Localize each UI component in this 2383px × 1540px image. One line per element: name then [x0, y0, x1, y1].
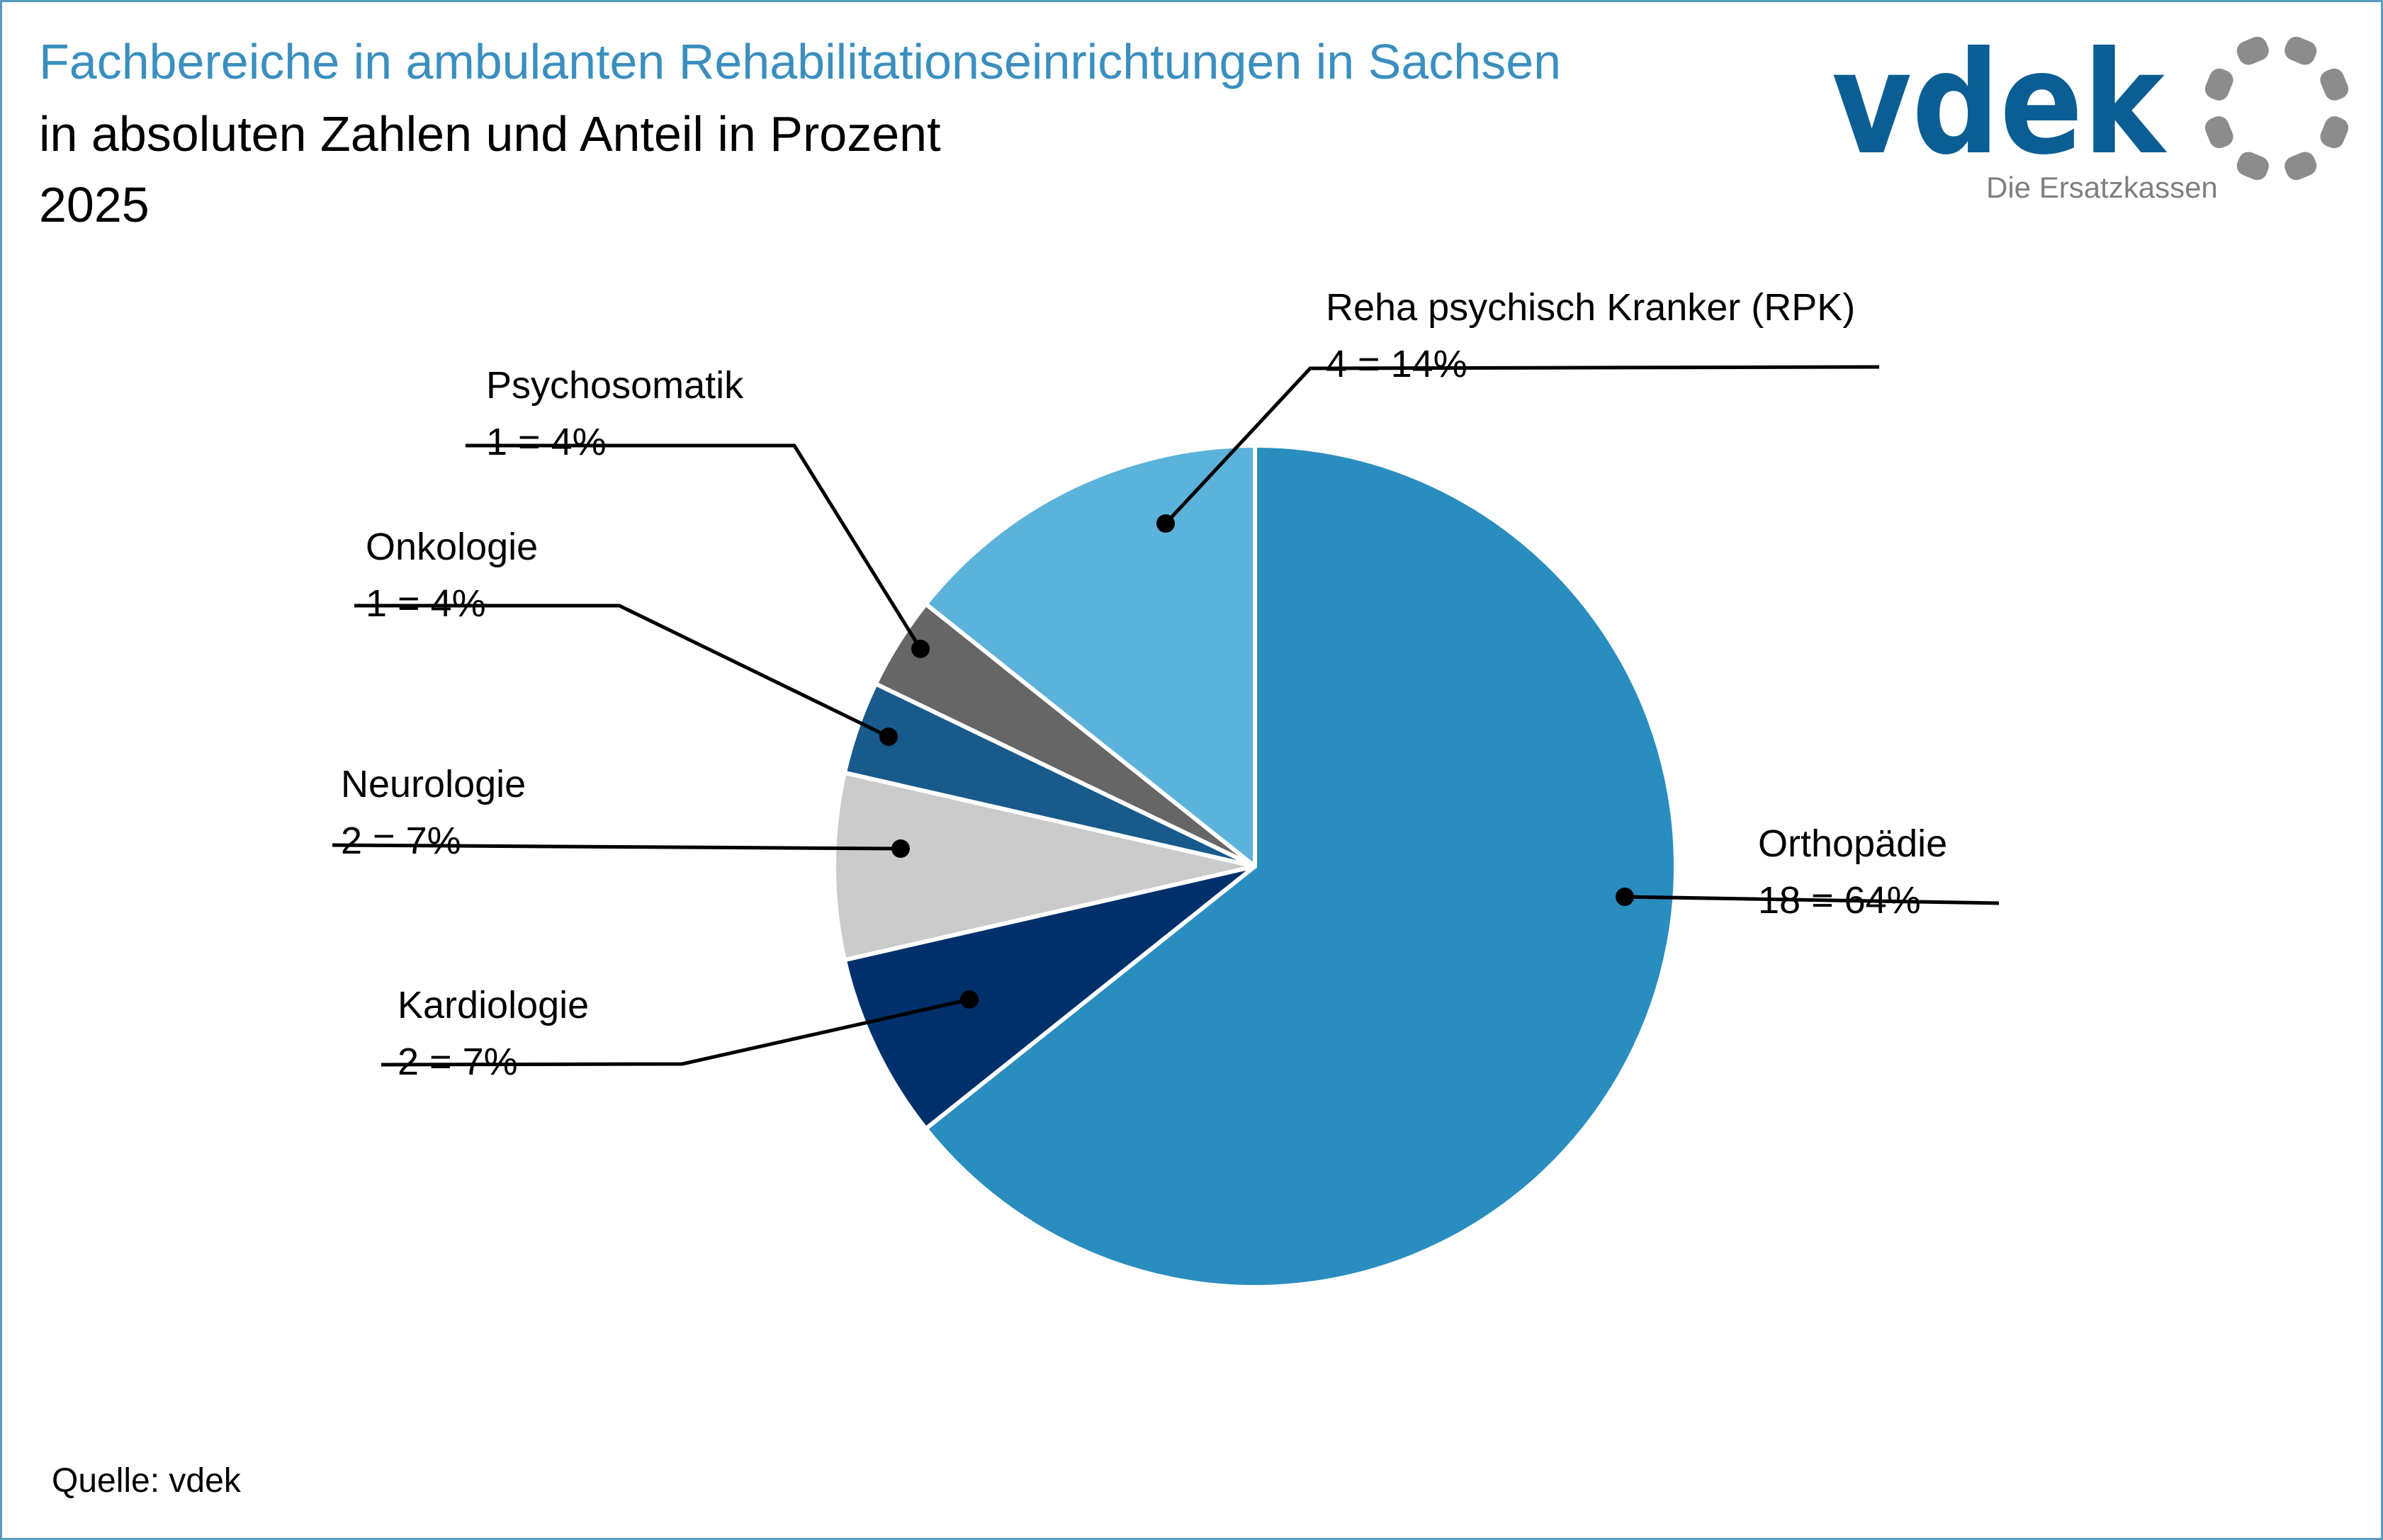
leader-line: [354, 604, 890, 739]
chart-year: 2025: [39, 177, 150, 232]
pie-slice-kardiologie: [842, 864, 1257, 1131]
slice-name-label: Orthopädie: [1758, 822, 1947, 865]
logo-ring-segment: [2320, 68, 2349, 101]
leader-line: [1164, 365, 1880, 525]
logo-ring-segment: [2236, 152, 2269, 181]
leader-dot: [960, 990, 979, 1009]
chart-title: Fachbereiche in ambulanten Rehabilitatio…: [39, 34, 1562, 89]
slice-name-label: Kardiologie: [398, 984, 589, 1026]
slice-name-label: Reha psychisch Kranker (RPK): [1326, 286, 1855, 329]
source-note: Quelle: vdek: [52, 1462, 241, 1500]
slice-value-label: 18 = 64%: [1758, 879, 1921, 922]
slice-value-label: 1 = 4%: [486, 421, 607, 463]
logo-ring-segment: [2204, 116, 2233, 149]
chart-subtitle: in absoluten Zahlen und Anteil in Prozen…: [39, 106, 941, 162]
slice-labels: Orthopädie 18 = 64% Kardiologie 2 = 7% Neuro…: [341, 286, 1947, 1083]
leader-line: [1624, 895, 2000, 905]
slice-value-label: 2 = 7%: [398, 1041, 518, 1083]
leader-dot: [879, 727, 898, 746]
logo-ring-icon: [2204, 36, 2349, 181]
leader-dot: [1156, 514, 1175, 533]
logo-ring-segment: [2236, 36, 2269, 65]
leader-dot: [1616, 888, 1634, 906]
logo-ring-segment: [2320, 116, 2349, 149]
leader-line: [381, 997, 970, 1067]
slice-value-label: 1 = 4%: [366, 582, 486, 625]
pie-slice-orthopädie: [923, 443, 1678, 1289]
logo-wordmark: vdek: [1832, 23, 2167, 186]
slice-name-label: Psychosomatik: [486, 364, 744, 407]
slice-name-label: Neurologie: [341, 763, 526, 805]
logo-ring-segment: [2285, 152, 2317, 181]
logo-ring-segment: [2285, 36, 2317, 65]
logo-tagline: Die Ersatzkassen: [1986, 171, 2218, 204]
slice-name-label: Onkologie: [366, 526, 538, 568]
leader-lines: [332, 365, 2000, 1067]
slice-value-label: 4 = 14%: [1326, 343, 1467, 385]
logo-ring-segment: [2204, 68, 2233, 101]
slice-value-label: 2 = 7%: [341, 820, 461, 862]
vdek-logo: vdek Die Ersatzkassen: [1832, 23, 2349, 204]
leader-dot: [891, 839, 910, 858]
pie-slice-reha-psychisch-kranker-rpk: [923, 443, 1257, 868]
leader-line: [332, 843, 901, 851]
leader-line: [466, 443, 923, 650]
pie-slice-neurologie: [831, 770, 1257, 963]
pie-slices: [831, 443, 1678, 1289]
leader-dot: [911, 640, 930, 658]
